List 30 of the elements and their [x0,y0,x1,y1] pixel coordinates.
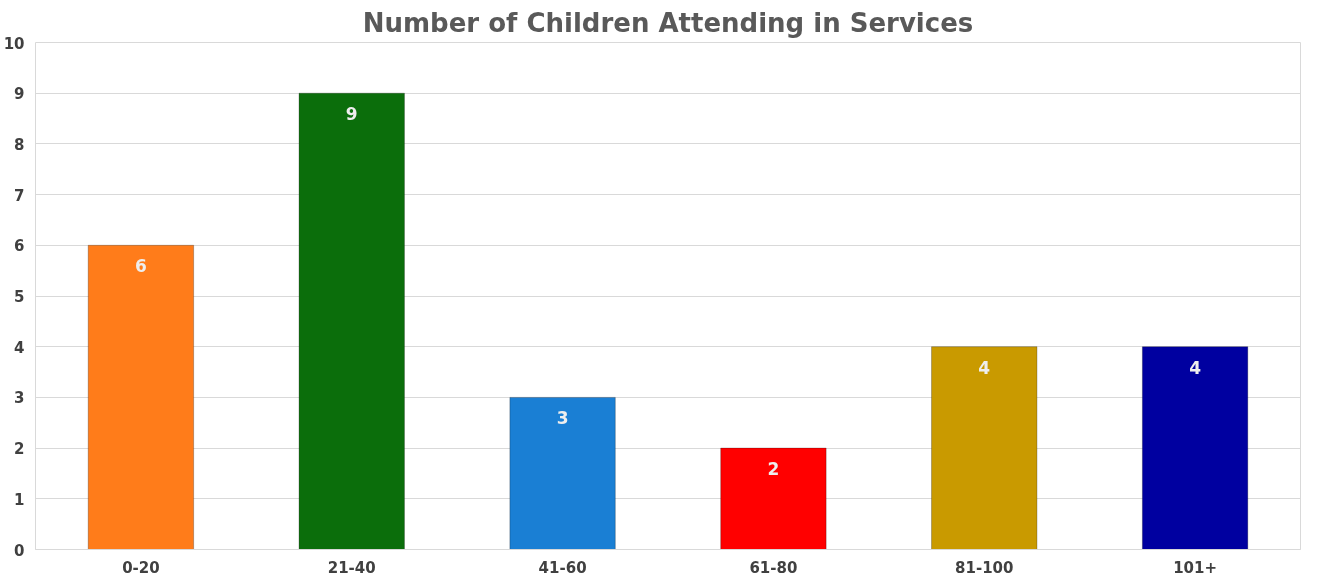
x-tick-label: 61-80 [749,558,798,577]
bar [931,346,1038,550]
y-tick-label: 2 [14,440,25,459]
x-tick-label: 0-20 [122,558,160,577]
y-tick-label: 9 [14,85,25,104]
bar [509,396,616,550]
bar [298,92,405,550]
bar [1141,346,1249,550]
y-tick-label: 10 [3,34,25,53]
data-label: 3 [556,408,569,429]
bar [720,447,827,550]
y-tick-label: 5 [14,288,25,306]
data-label: 9 [345,104,358,125]
x-tick-label: 101+ [1173,558,1218,577]
y-tick-label: 6 [14,237,25,256]
y-tick-label: 4 [14,338,25,357]
data-label: 6 [135,256,147,277]
y-tick-label: 0 [14,541,25,560]
bar [87,244,195,550]
y-tick-label: 7 [14,186,25,205]
x-tick-label: 41-60 [538,558,587,577]
data-label: 4 [978,357,991,378]
x-tick-label: 21-40 [327,558,376,577]
x-tick-label: 81-100 [955,558,1014,577]
y-tick-label: 1 [14,490,25,509]
chart-title: Number of Children Attending in Services [362,7,974,38]
y-tick-label: 3 [14,389,25,408]
data-label: 2 [767,459,780,480]
y-tick-label: 8 [14,135,25,154]
data-label: 4 [1189,357,1202,378]
